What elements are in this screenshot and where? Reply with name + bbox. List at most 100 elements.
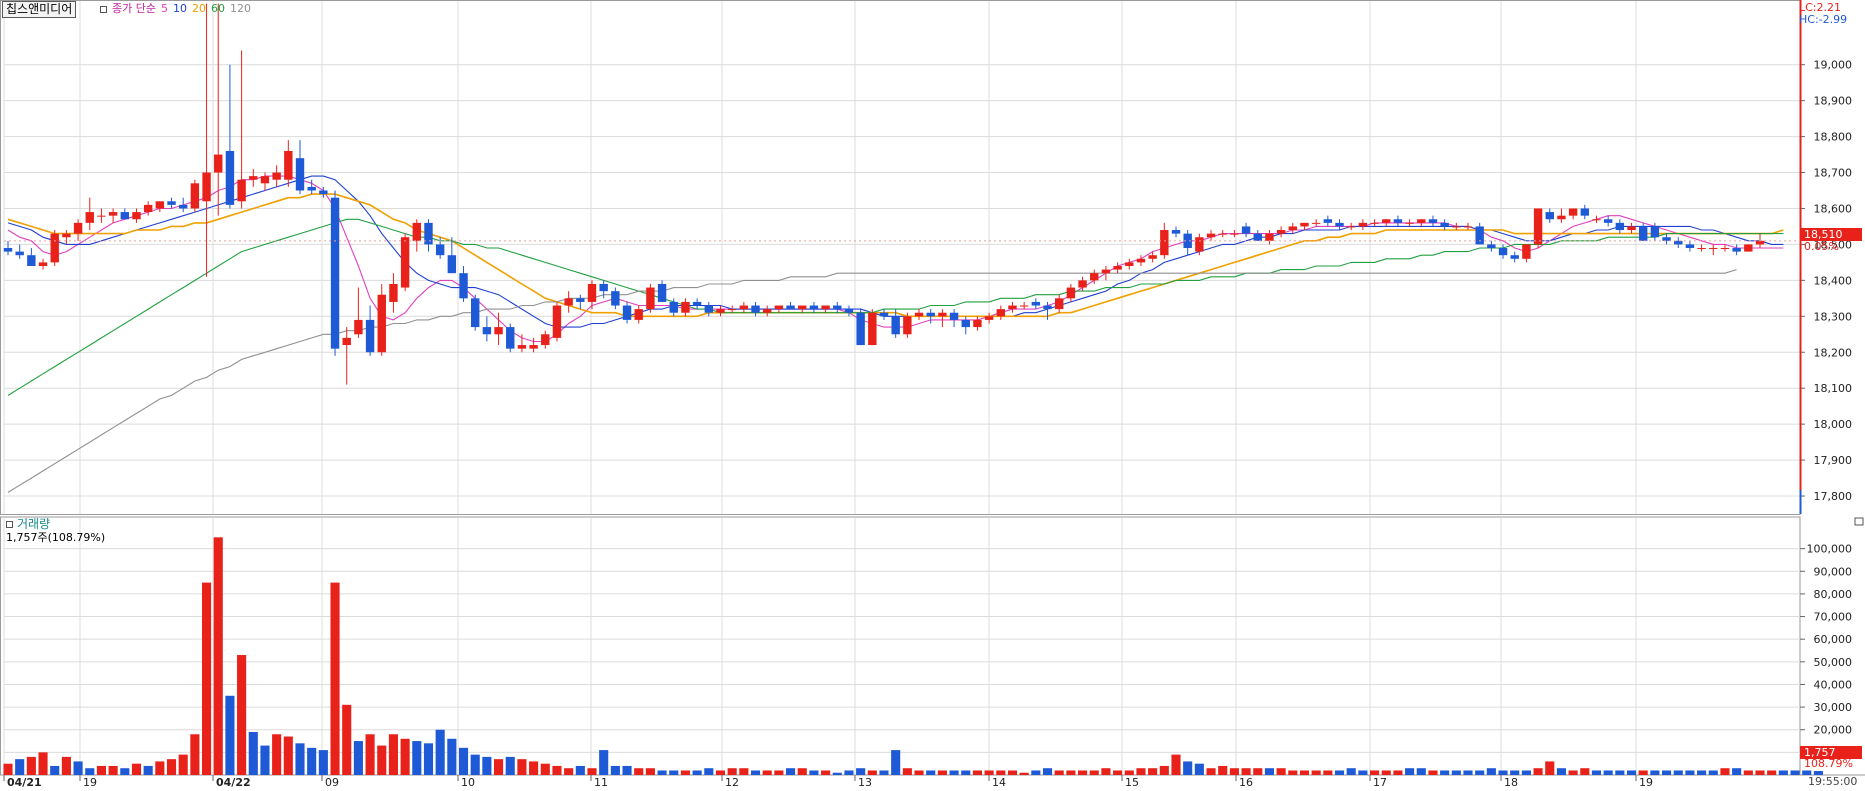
candle-body [330,197,340,349]
price-tick-label: 18,700 [1814,167,1853,180]
candle-body [564,298,573,306]
legend-ma60[interactable]: 60 [210,2,225,15]
candle-body [809,305,819,310]
legend-ma120[interactable]: 120 [229,2,251,15]
volume-bar [73,761,83,775]
candle-body [1533,208,1543,245]
volume-bar [447,738,457,775]
volume-bar [1101,768,1111,775]
candle-body [237,179,246,202]
volume-bar [1078,770,1088,775]
ma-line-120 [7,269,1737,493]
volume-bar [1194,763,1204,775]
volume-tick-label: 30,000 [1814,701,1853,714]
candle-body [587,283,597,302]
volume-tick-label: 90,000 [1814,565,1853,578]
candle-body [704,305,714,313]
date-label: 04/22 [216,776,251,789]
volume-bar [727,768,737,775]
legend-square-icon [100,5,107,13]
volume-bar [225,695,235,775]
candle-body [1148,255,1157,259]
volume-bar [891,750,901,775]
candle-body [1101,269,1111,274]
candle-body [1125,262,1134,266]
volume-bar [1148,768,1158,775]
volume-tick-label: 40,000 [1814,678,1853,691]
volume-bar [15,759,25,775]
volume-bar [1405,768,1415,775]
volume-bar [879,770,889,775]
volume-bar [599,750,609,775]
price-tick-label: 18,900 [1814,95,1853,108]
volume-bar [1393,770,1403,775]
volume-tag-pct: 108.79% [1804,757,1853,770]
volume-bar [972,770,982,775]
volume-bar [248,731,258,775]
legend-ma20[interactable]: 20 [191,2,206,15]
stock-name-box[interactable]: 칩스앤미디어 [2,1,77,18]
candle-body [85,212,94,223]
volume-bar [902,768,912,775]
volume-bar [1521,770,1531,775]
date-label: 11 [594,776,608,789]
volume-bar [1276,768,1286,775]
volume-bar [1241,768,1251,775]
candle-body [879,312,889,317]
volume-bar [377,745,387,775]
volume-bar [762,770,772,775]
volume-bar [774,770,784,775]
volume-bar [1019,772,1029,775]
volume-bar [856,768,866,775]
candle-body [1300,222,1309,227]
volume-bar [400,738,410,775]
candle-body [914,312,924,317]
candle-body [214,154,223,173]
candle-body [1452,226,1461,228]
candle-body [1311,222,1321,224]
price-tick-label: 18,400 [1814,274,1853,287]
candle-body [447,255,457,274]
volume-bar [1580,768,1590,775]
volume-bar [1416,768,1426,775]
volume-bar [1299,770,1310,775]
volume-bar [1662,770,1672,775]
ma-legend: 종가 단순 5 10 20 60 120 [100,2,256,16]
volume-panel-toggle [1854,517,1864,526]
price-tag: 18,510 [1800,228,1862,241]
volume-bar [704,768,714,775]
candle-body [190,183,200,209]
candle-body [249,176,258,180]
volume-bar [867,770,877,775]
volume-tick-label: 100,000 [1807,543,1853,556]
candle-body [1744,244,1753,252]
volume-bar [1229,768,1239,775]
candle-body [1288,226,1298,231]
candle-body [1755,240,1765,245]
legend-ma10[interactable]: 10 [172,2,187,15]
candle-body [774,305,784,310]
date-label: 12 [725,776,739,789]
price-tick-label: 18,100 [1814,382,1853,395]
candle-body [225,150,235,205]
price-tick-label: 18,200 [1814,346,1853,359]
volume-bar [166,759,177,775]
candle-body [307,186,316,191]
volume-bar [529,761,539,775]
candle-body [155,201,165,209]
price-tick-label: 19,000 [1814,59,1853,72]
legend-ma5[interactable]: 5 [160,2,168,15]
volume-bar [669,770,679,775]
candle-body [1627,226,1636,231]
volume-bar [26,756,36,775]
volume-bar [1440,770,1450,775]
date-label: 19 [1639,776,1653,789]
candle-body [1417,219,1426,223]
candle-body [108,212,118,216]
candle-body [424,222,433,245]
volume-bar [517,759,527,775]
volume-bar [295,743,305,775]
volume-bar [307,747,317,775]
volume-bar [832,772,842,775]
